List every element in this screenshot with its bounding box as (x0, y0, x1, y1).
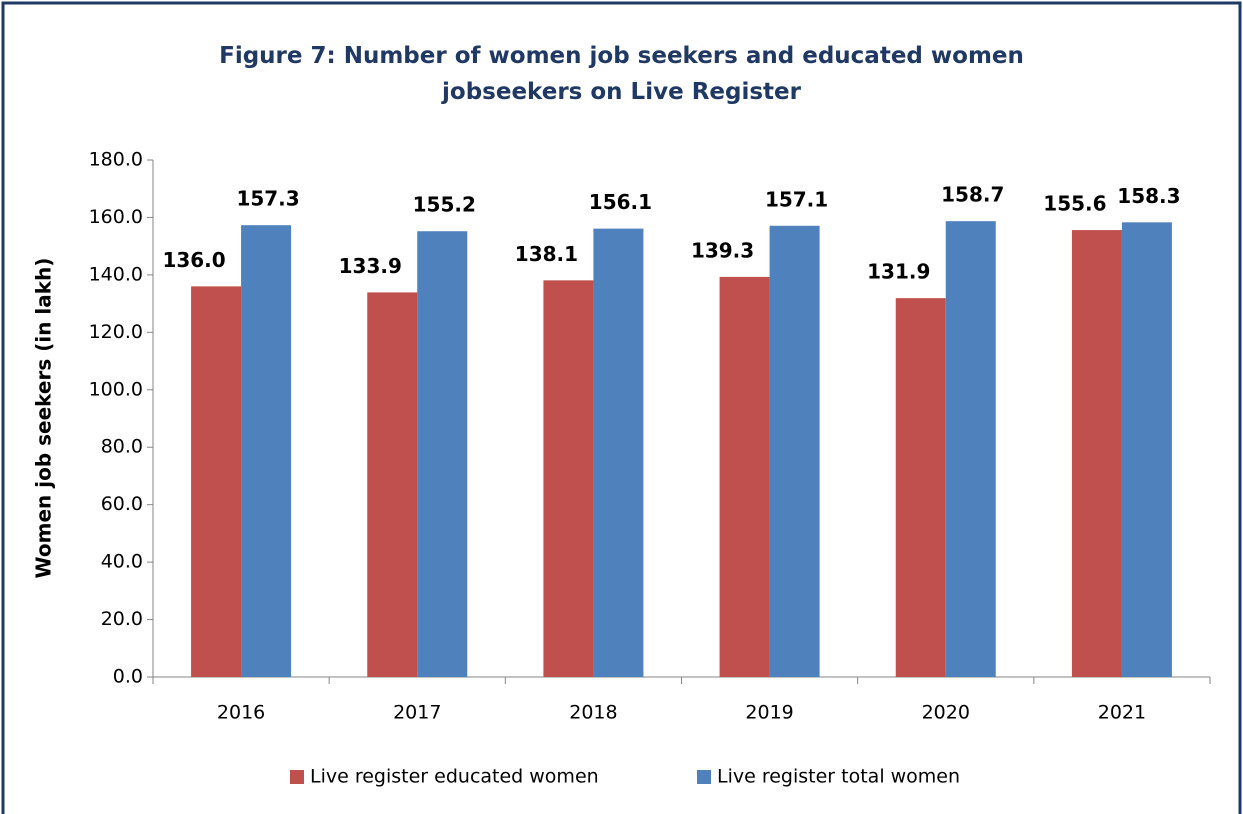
y-axis-label: Women job seekers (in lakh) (32, 258, 56, 579)
data-label: 136.0 (162, 248, 225, 272)
data-label: 139.3 (691, 238, 754, 262)
y-tick-label: 120.0 (89, 321, 143, 343)
y-tick-label: 40.0 (101, 551, 143, 573)
y-tick-label: 20.0 (101, 608, 143, 630)
legend-label: Live register educated women (310, 766, 599, 788)
bar (945, 221, 996, 677)
data-label: 155.6 (1043, 192, 1106, 216)
data-label: 158.7 (941, 183, 1004, 207)
y-tick-label: 80.0 (101, 436, 143, 458)
legend-swatch (290, 770, 304, 784)
data-label: 157.1 (765, 187, 828, 211)
bar (241, 225, 292, 677)
x-tick-label: 2020 (922, 702, 970, 724)
x-tick-label: 2018 (569, 702, 617, 724)
data-label: 158.3 (1117, 184, 1180, 208)
y-tick-label: 180.0 (89, 149, 143, 171)
x-tick-label: 2016 (217, 702, 265, 724)
y-tick-label: 0.0 (113, 666, 143, 688)
data-label: 133.9 (339, 254, 402, 278)
data-label: 157.3 (236, 187, 299, 211)
bar (719, 276, 770, 677)
y-tick-label: 60.0 (101, 493, 143, 515)
y-tick-label: 100.0 (89, 378, 143, 400)
bar (367, 292, 418, 677)
bar (191, 286, 242, 677)
bar (593, 228, 644, 677)
chart-title: Figure 7: Number of women job seekers an… (219, 43, 1024, 105)
bar (1121, 222, 1172, 678)
data-label: 131.9 (867, 260, 930, 284)
y-tick-label: 140.0 (89, 263, 143, 285)
data-label: 156.1 (589, 190, 652, 214)
bar (417, 231, 468, 677)
legend-label: Live register total women (717, 766, 960, 788)
x-tick-label: 2017 (393, 702, 441, 724)
bar (543, 280, 594, 677)
bar (1071, 230, 1122, 678)
y-tick-label: 160.0 (89, 206, 143, 228)
x-tick-label: 2021 (1098, 702, 1146, 724)
bar (769, 225, 820, 677)
data-label: 155.2 (413, 193, 476, 217)
bar (895, 298, 946, 677)
data-label: 138.1 (515, 242, 578, 266)
x-tick-label: 2019 (745, 702, 793, 724)
legend-swatch (697, 770, 711, 784)
